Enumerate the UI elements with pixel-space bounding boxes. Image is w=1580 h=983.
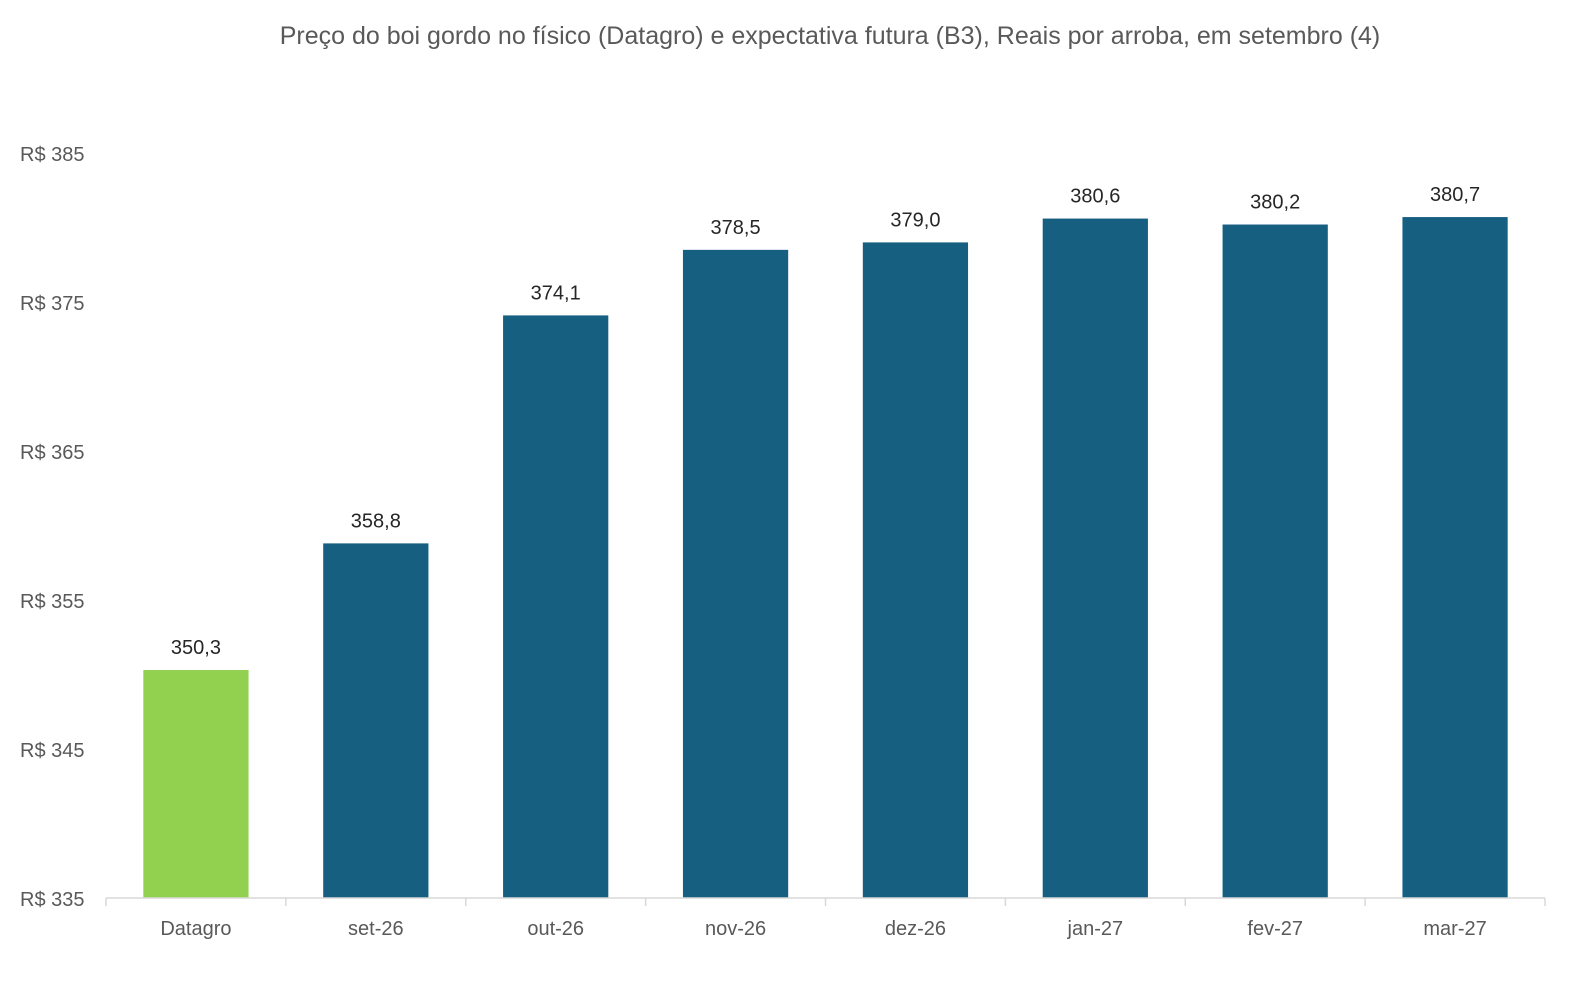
x-tick-label: nov-26: [705, 918, 766, 940]
bar: [323, 543, 429, 898]
data-label: 380,6: [1070, 186, 1120, 208]
data-label: 380,7: [1430, 184, 1480, 206]
y-tick-label: R$ 335: [20, 889, 85, 911]
data-label: 350,3: [171, 637, 221, 659]
chart-title: Preço do boi gordo no físico (Datagro) e…: [279, 22, 1381, 50]
data-label: 378,5: [711, 217, 761, 239]
bar: [1402, 217, 1508, 898]
x-tick-label: dez-26: [885, 918, 946, 940]
bar: [682, 249, 789, 899]
x-tick-label: mar-27: [1423, 918, 1486, 940]
x-tick-label: jan-27: [1067, 918, 1124, 940]
x-tick-label: out-26: [527, 918, 584, 940]
bar: [1042, 218, 1148, 898]
bar: [503, 315, 609, 898]
x-tick-label: fev-27: [1247, 918, 1303, 940]
x-axis: Datagro set-26 out-26 nov-26 dez-26 jan-27 fev…: [160, 918, 1486, 940]
bar: [862, 242, 969, 898]
y-tick-label: R$ 345: [20, 740, 85, 762]
y-tick-label: R$ 385: [20, 144, 85, 166]
data-label: 379,0: [890, 209, 940, 231]
data-label: 358,8: [351, 510, 401, 532]
data-label: 380,2: [1250, 192, 1300, 214]
y-tick-label: R$ 355: [20, 591, 85, 613]
x-tick-label: set-26: [348, 918, 404, 940]
x-axis-ticks: [105, 898, 1546, 906]
bar: [1222, 224, 1328, 898]
y-axis: R$ 335 R$ 345 R$ 355 R$ 365 R$ 375 R$ 385: [20, 144, 85, 911]
y-tick-label: R$ 365: [20, 442, 85, 464]
bars: [143, 217, 1508, 899]
bar: [143, 670, 249, 898]
data-label: 374,1: [531, 282, 581, 304]
y-tick-label: R$ 375: [20, 293, 85, 315]
data-labels: 350,3 358,8 374,1 378,5 379,0 380,6 380,2 380,7: [171, 184, 1480, 659]
x-tick-label: Datagro: [160, 918, 231, 940]
